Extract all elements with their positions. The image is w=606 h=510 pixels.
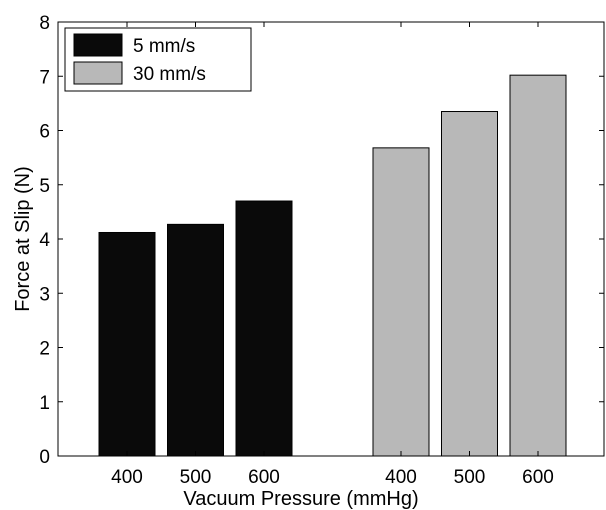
bar-5mms-600 bbox=[235, 200, 293, 457]
bar-5mms-400 bbox=[98, 231, 156, 457]
x-tick-label: 400 bbox=[385, 467, 417, 488]
y-tick-label: 5 bbox=[39, 176, 50, 197]
x-tick-label: 600 bbox=[248, 467, 280, 488]
x-tick-label: 400 bbox=[111, 467, 143, 488]
y-tick-label: 6 bbox=[39, 122, 50, 143]
bar-30mms-400 bbox=[372, 147, 430, 457]
bars bbox=[98, 74, 567, 457]
y-tick-label: 4 bbox=[39, 230, 50, 251]
axes bbox=[57, 21, 605, 457]
x-tick-label: 500 bbox=[180, 467, 212, 488]
x-axis-label: Vacuum Pressure (mmHg) bbox=[183, 488, 418, 510]
legend-swatch-30mm bbox=[73, 61, 123, 85]
x-tick-label: 600 bbox=[522, 467, 554, 488]
legend-swatch-5mm bbox=[73, 33, 123, 57]
y-tick-label: 2 bbox=[39, 339, 50, 360]
y-tick-label: 1 bbox=[39, 393, 50, 414]
y-tick-label: 7 bbox=[39, 67, 50, 88]
tick-labels: 400 500 600 400 500 600 0 1 2 3 4 5 6 7 8 bbox=[39, 13, 553, 488]
y-tick-label: 0 bbox=[39, 447, 50, 468]
bar-30mms-500 bbox=[441, 111, 498, 457]
y-tick-label: 8 bbox=[39, 13, 50, 34]
y-tick-label: 3 bbox=[39, 284, 50, 305]
bar-5mms-500 bbox=[167, 223, 224, 457]
legend-label-5mm: 5 mm/s bbox=[133, 36, 195, 57]
bar-30mms-600 bbox=[509, 74, 567, 457]
legend: 5 mm/s 30 mm/s bbox=[64, 27, 252, 92]
y-axis-label: Force at Slip (N) bbox=[12, 166, 34, 312]
legend-label-30mm: 30 mm/s bbox=[133, 64, 206, 85]
x-tick-label: 500 bbox=[454, 467, 486, 488]
